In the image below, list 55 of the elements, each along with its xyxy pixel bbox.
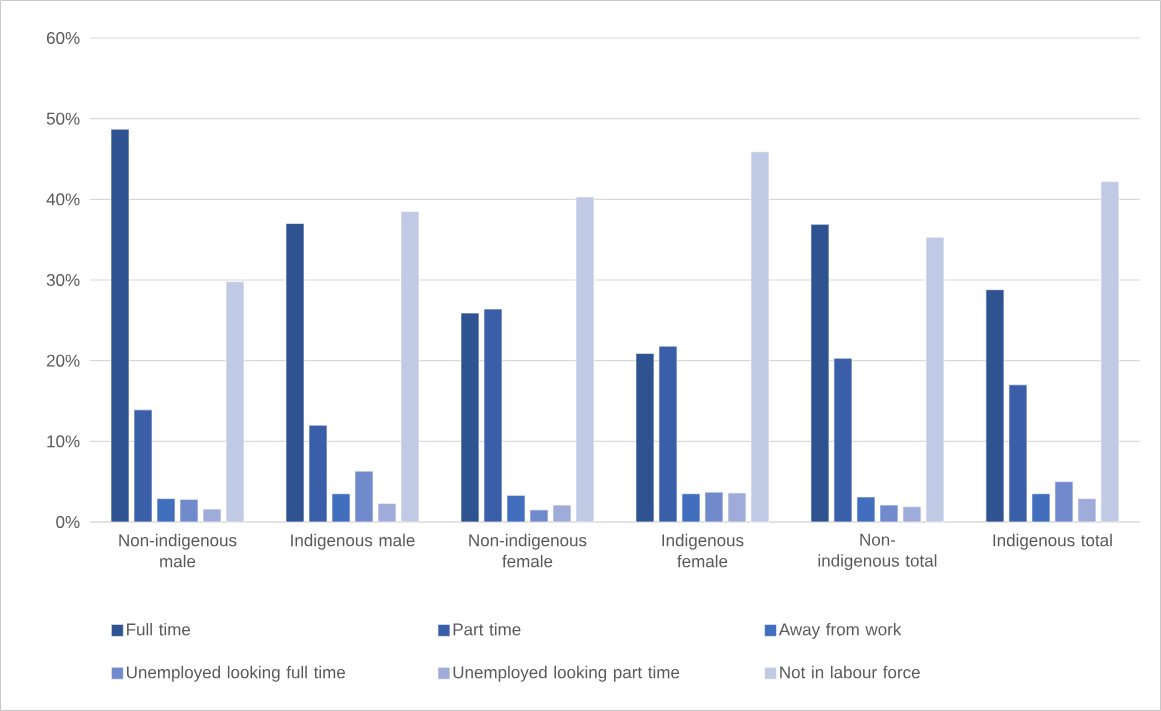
- bar: [202, 508, 222, 523]
- bar: [658, 345, 678, 523]
- y-tick-label: 10%: [47, 435, 80, 448]
- legend-label: Away from work: [778, 622, 902, 639]
- bar: [902, 506, 922, 523]
- y-tick-label: 30%: [46, 273, 80, 287]
- bar: [460, 312, 480, 523]
- bar: [1031, 493, 1051, 523]
- x-tick-label: Non-indigenous female: [469, 533, 587, 568]
- bar: [179, 499, 199, 523]
- x-tick-label: Indigenous female: [662, 533, 744, 568]
- bar: [529, 509, 549, 523]
- bar: [308, 424, 328, 523]
- bar: [354, 470, 374, 523]
- bar: [925, 236, 945, 523]
- legend-label: Part time: [453, 622, 521, 636]
- bar: [156, 498, 176, 523]
- bar: [285, 223, 305, 523]
- y-tick-label: 0%: [56, 515, 80, 529]
- bar: [681, 493, 701, 523]
- bar: [635, 353, 655, 523]
- bar: [727, 492, 747, 523]
- bar: [856, 496, 876, 523]
- bar: [133, 409, 153, 523]
- bar: [1054, 481, 1074, 523]
- x-tick-label: Indigenous total: [993, 533, 1112, 550]
- bar: [506, 495, 526, 523]
- bar: [377, 503, 397, 523]
- x-tick-label: Indigenous male: [291, 533, 415, 550]
- bar: [552, 504, 572, 523]
- y-tick-label: 40%: [46, 193, 80, 206]
- y-tick-label: 20%: [46, 354, 80, 367]
- legend-label: Not in labour force: [780, 665, 920, 679]
- legend-label: Full time: [127, 622, 191, 636]
- y-tick-label: 60%: [46, 31, 80, 45]
- bar: [1008, 384, 1028, 523]
- y-tick-label: 50%: [46, 112, 80, 125]
- x-tick-label: Non-indigenous male: [119, 533, 237, 568]
- bar: [483, 308, 503, 523]
- bar: [704, 491, 724, 523]
- bar: [575, 196, 595, 523]
- bar: [810, 224, 830, 523]
- bar: [1077, 498, 1097, 523]
- bar: [833, 357, 853, 523]
- bar: [331, 493, 351, 523]
- bar: [225, 281, 245, 523]
- x-tick-label: Non-indigenous total: [818, 533, 937, 571]
- legend-label: Unemployed looking part time: [453, 665, 680, 682]
- bar: [985, 289, 1005, 523]
- legend-label: Unemployed looking full time: [126, 665, 346, 682]
- bar: [879, 504, 899, 523]
- bar: [400, 211, 420, 523]
- bar: [750, 151, 770, 523]
- bar: [110, 128, 130, 523]
- bar: [1100, 181, 1120, 523]
